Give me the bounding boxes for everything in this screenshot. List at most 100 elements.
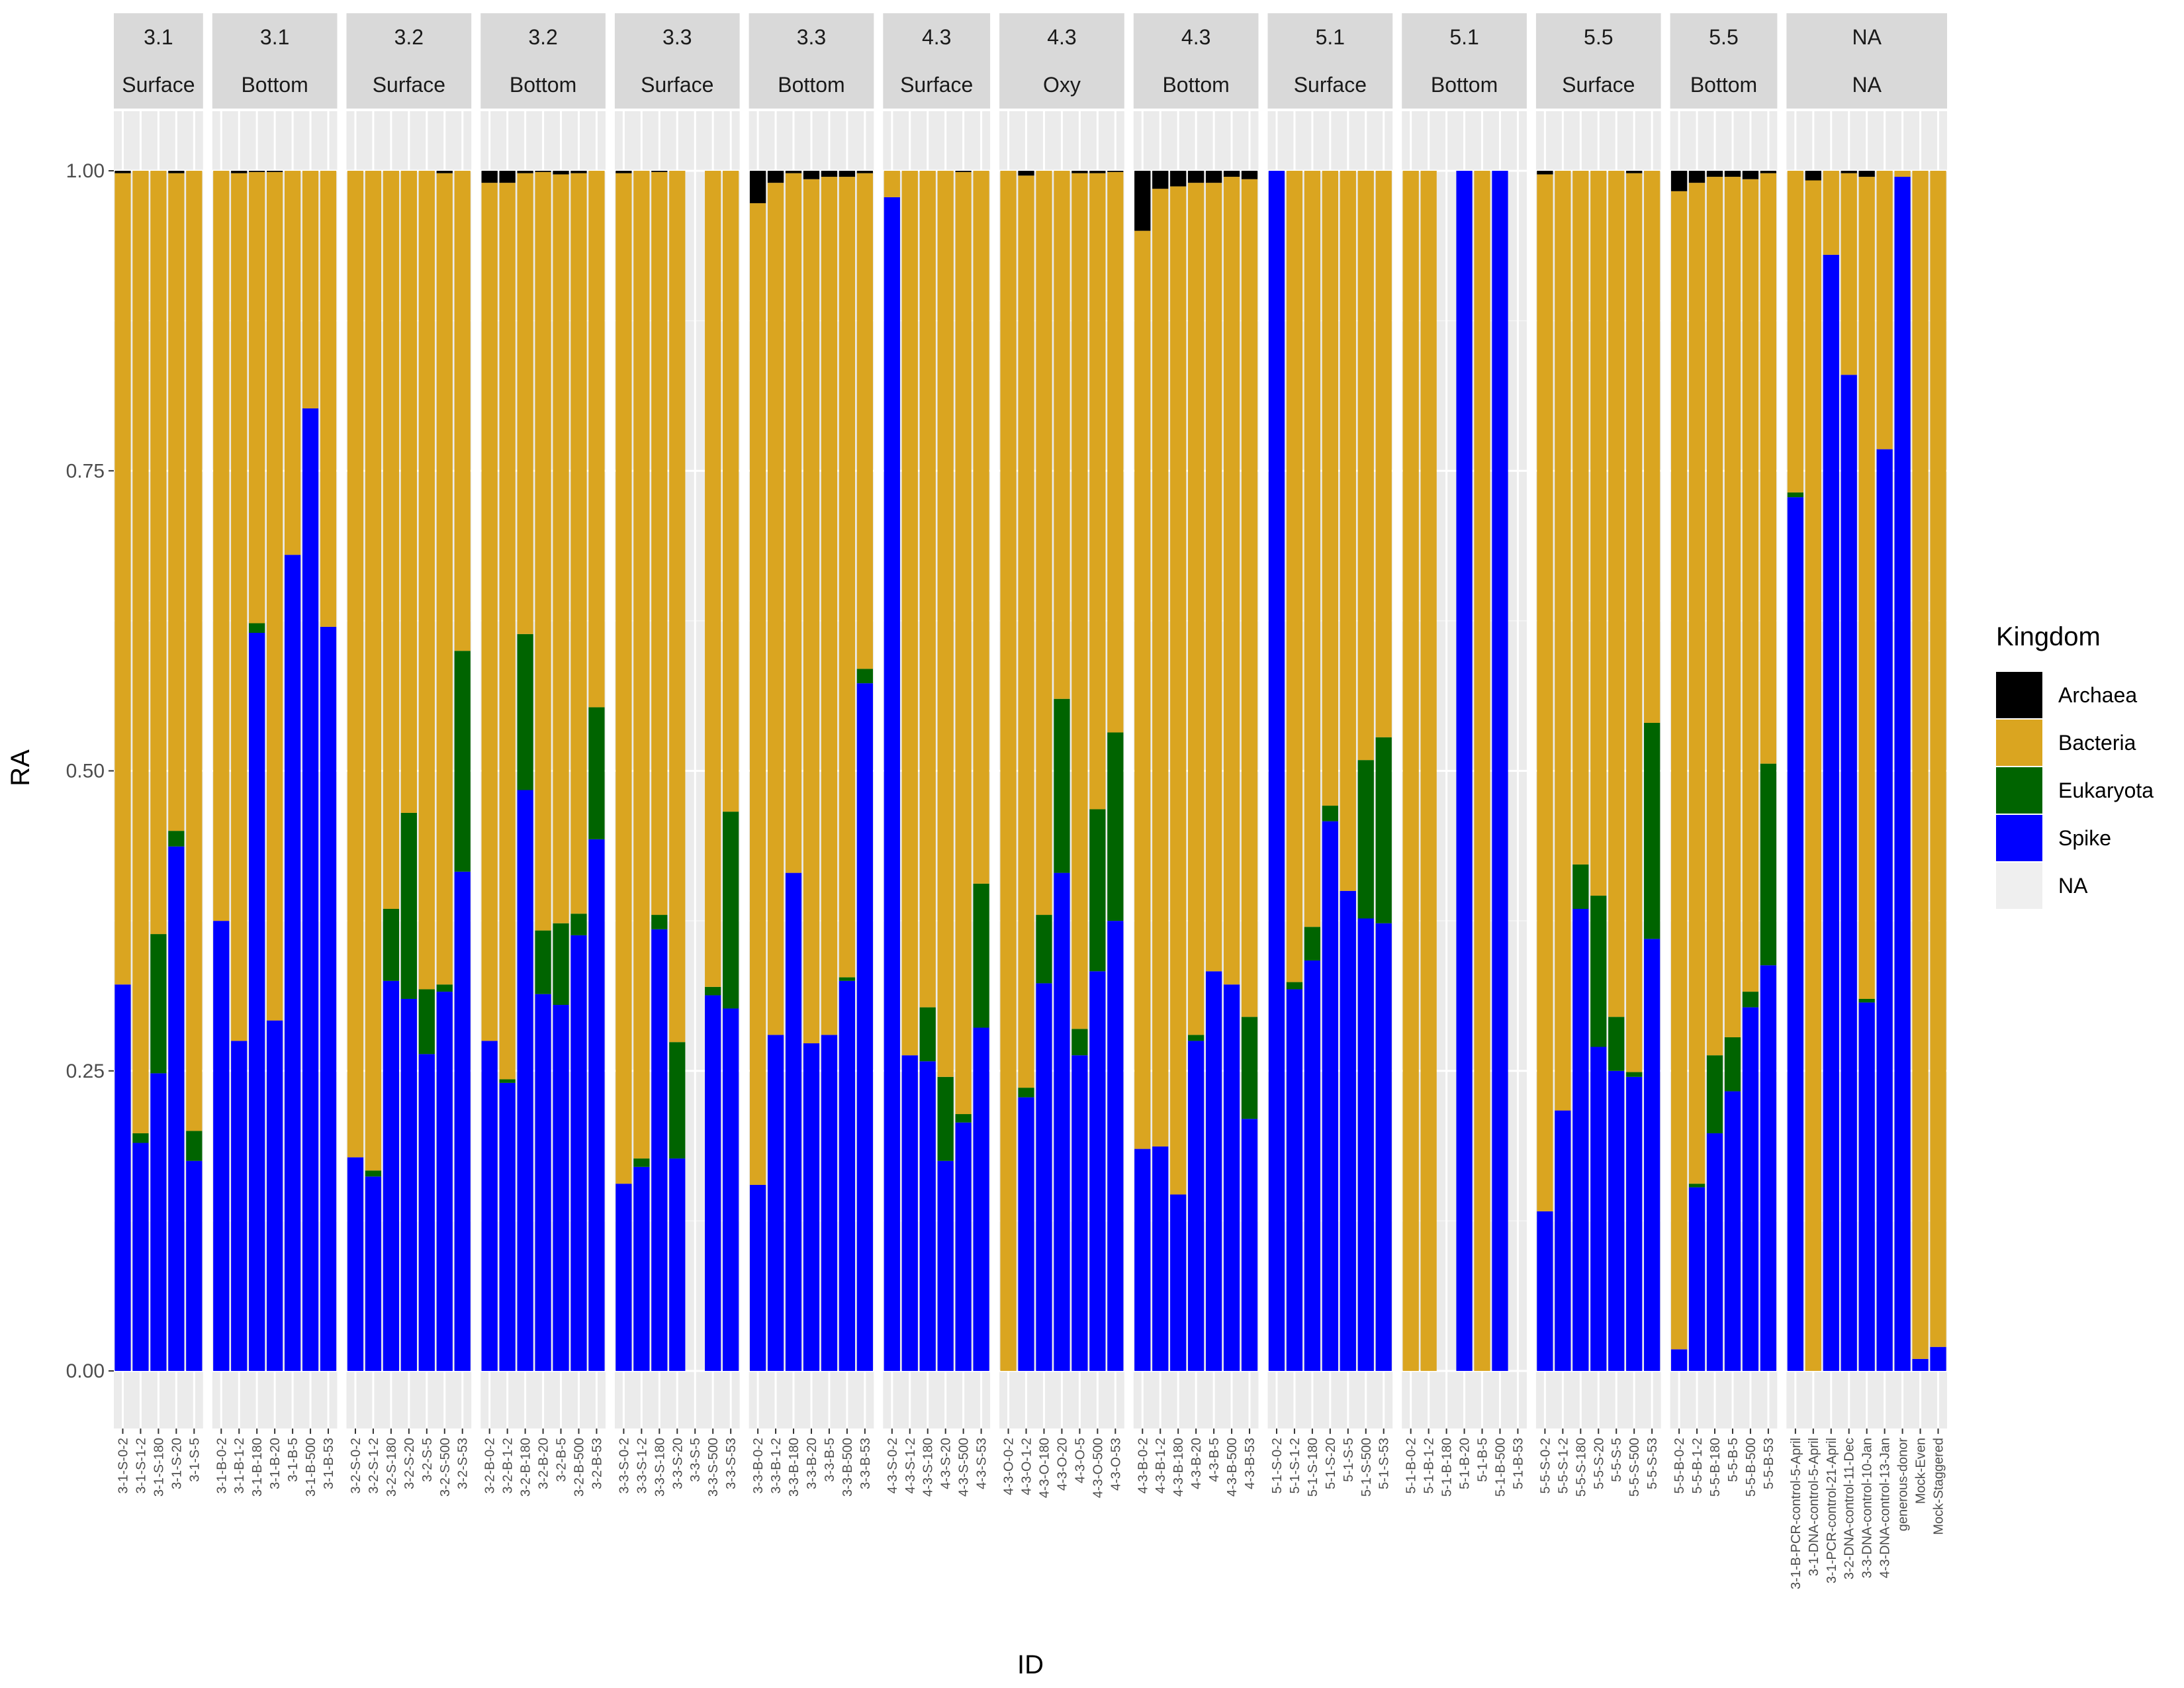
x-tick-label: 5-1-B-53 <box>1511 1438 1525 1489</box>
strip-label-id: 5.5 <box>1584 25 1613 49</box>
bar-segment-spike <box>767 1035 784 1371</box>
strip-bottom-bg <box>114 61 203 109</box>
x-tick-label: 5-1-B-1-2 <box>1422 1438 1437 1493</box>
x-tick-label: 5-5-S-5 <box>1610 1438 1624 1482</box>
x-tick-label: 4-3-S-0-2 <box>886 1438 900 1493</box>
bar-segment-eukaryota <box>168 831 185 847</box>
bar-segment-bacteria <box>839 177 856 978</box>
bar-segment-eukaryota <box>633 1158 650 1167</box>
bar-segment-spike <box>705 995 721 1371</box>
bar-segment-bacteria <box>1205 183 1222 972</box>
x-tick-label: 3-3-S-180 <box>653 1438 667 1497</box>
bar-segment-eukaryota <box>1572 864 1589 909</box>
bar-segment-bacteria <box>1402 171 1419 1371</box>
bar-segment-eukaryota <box>249 623 265 633</box>
bar-segment-bacteria <box>454 171 471 651</box>
bar-segment-spike <box>937 1160 954 1371</box>
bar-segment-archaea <box>1537 171 1553 175</box>
y-tick-label: 0.25 <box>66 1060 105 1082</box>
bar-segment-spike <box>231 1041 248 1371</box>
x-tick-label: 3-1-B-1-2 <box>232 1438 247 1493</box>
bar-segment-bacteria <box>186 171 203 1131</box>
bar-segment-archaea <box>1223 171 1240 177</box>
bar-segment-eukaryota <box>1787 492 1803 498</box>
strip-label-depth: Surface <box>122 73 195 97</box>
x-tick-label: 5-1-S-53 <box>1377 1438 1392 1489</box>
strip-top-bg <box>1670 13 1778 61</box>
strip-bottom-bg <box>999 61 1124 109</box>
bar-segment-bacteria <box>213 171 230 921</box>
x-tick-label: 4-3-S-1-2 <box>903 1438 918 1493</box>
bar-segment-spike <box>213 921 230 1371</box>
bar-segment-eukaryota <box>1375 737 1392 923</box>
bar-segment-archaea <box>1858 171 1875 177</box>
bar-segment-spike <box>1304 960 1321 1371</box>
bar-segment-archaea <box>856 171 873 173</box>
x-tick-label: 3-3-S-500 <box>706 1438 721 1497</box>
bar-segment-spike <box>1670 1349 1688 1371</box>
strip-label-depth: Bottom <box>510 73 576 97</box>
x-tick-label: 3-3-S-5 <box>688 1438 703 1482</box>
bar-segment-bacteria <box>1706 177 1723 1056</box>
bar-segment-eukaryota <box>937 1076 954 1161</box>
strip-bottom-bg <box>1786 61 1947 109</box>
facet-panel: 5.5 Surface 5-5-S-0-2 5-5-S-1-2 5-5-S-180 5-5… <box>1535 13 1661 1497</box>
bar-segment-bacteria <box>1876 171 1893 449</box>
bar-segment-archaea <box>1688 171 1706 183</box>
x-tick-label: 4-3-DNA-control-13-Jan <box>1878 1438 1893 1578</box>
bar-segment-bacteria <box>150 171 167 935</box>
strip-label-depth: Surface <box>1562 73 1635 97</box>
bar-segment-archaea <box>1152 171 1169 189</box>
bar-segment-spike <box>633 1166 650 1371</box>
x-tick-label: 5-1-S-500 <box>1359 1438 1374 1497</box>
x-tick-label: 5-1-S-180 <box>1306 1438 1320 1497</box>
x-tick-label: 3-3-B-20 <box>805 1438 819 1489</box>
bar-segment-spike <box>1572 908 1589 1371</box>
bar-segment-spike <box>1340 890 1356 1371</box>
bar-segment-spike <box>168 846 185 1371</box>
y-axis-title: RA <box>6 749 35 786</box>
strip-label-depth: Bottom <box>1162 73 1229 97</box>
bar-segment-spike <box>1876 449 1893 1372</box>
bar-segment-spike <box>570 935 587 1371</box>
bar-segment-bacteria <box>1912 171 1929 1359</box>
bar-segment-bacteria <box>1724 177 1741 1037</box>
bar-segment-eukaryota <box>454 651 471 872</box>
bar-segment-spike <box>553 1005 569 1371</box>
bar-segment-bacteria <box>1626 173 1643 1072</box>
bar-segment-eukaryota <box>1626 1072 1643 1077</box>
strip-label-id: 5.5 <box>1709 25 1738 49</box>
x-tick-label: 4-3-B-1-2 <box>1154 1438 1168 1493</box>
bar-segment-eukaryota <box>919 1007 936 1062</box>
bar-segment-spike <box>1912 1358 1929 1371</box>
x-tick-label: 3-3-DNA-control-10-Jan <box>1860 1438 1875 1578</box>
bar-segment-spike <box>1223 984 1240 1371</box>
bar-segment-spike <box>1456 171 1473 1371</box>
strip-top-bg <box>883 13 991 61</box>
bar-segment-bacteria <box>436 173 453 985</box>
strip-top-bg <box>999 13 1124 61</box>
bar-segment-eukaryota <box>651 915 668 929</box>
strip-label-id: 5.1 <box>1449 25 1479 49</box>
x-tick-label: 3-2-B-180 <box>519 1438 533 1497</box>
strip-label-depth: Oxy <box>1043 73 1081 97</box>
strip-top-bg <box>346 13 472 61</box>
bar-segment-bacteria <box>1787 171 1803 492</box>
bar-segment-bacteria <box>785 173 802 873</box>
bar-segment-bacteria <box>1018 175 1034 1088</box>
bar-segment-eukaryota <box>723 812 739 1009</box>
bar-segment-bacteria <box>1375 171 1392 737</box>
legend-title: Kingdom <box>1996 622 2101 651</box>
x-tick-label: 3-3-S-1-2 <box>635 1438 649 1493</box>
bar-segment-eukaryota <box>400 812 417 999</box>
bar-segment-spike <box>1787 497 1803 1371</box>
bar-segment-bacteria <box>1357 171 1374 761</box>
x-tick-label: 5-5-B-53 <box>1762 1438 1776 1489</box>
bar-segment-spike <box>132 1143 149 1371</box>
bar-segment-spike <box>436 992 453 1371</box>
bar-segment-bacteria <box>1841 173 1857 375</box>
x-tick-label: 4-3-B-20 <box>1189 1438 1204 1489</box>
bar-segment-bacteria <box>1644 171 1661 723</box>
bar-segment-eukaryota <box>1357 760 1374 919</box>
bar-segment-bacteria <box>249 171 265 624</box>
